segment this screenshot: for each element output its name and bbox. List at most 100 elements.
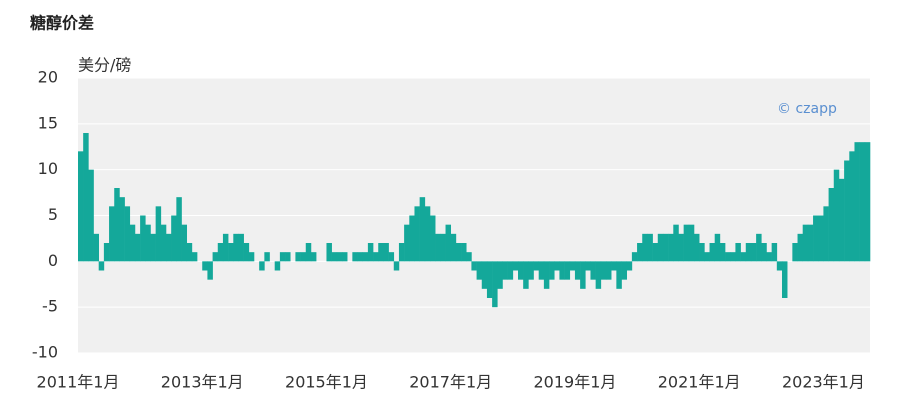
bar xyxy=(688,224,695,262)
bar xyxy=(202,261,208,271)
bar xyxy=(362,252,369,262)
bar xyxy=(844,160,850,262)
x-tick-label: 2021年1月 xyxy=(658,373,741,392)
bar xyxy=(678,233,684,262)
bar xyxy=(606,261,612,280)
bar xyxy=(352,252,358,262)
bar xyxy=(440,233,446,262)
x-tick-label: 2013年1月 xyxy=(161,373,244,392)
bar xyxy=(378,243,384,262)
bar xyxy=(502,261,508,280)
bar xyxy=(699,243,705,262)
bar xyxy=(518,261,524,280)
bar xyxy=(802,224,809,262)
bar xyxy=(725,252,731,262)
bar xyxy=(191,252,198,262)
bar xyxy=(119,197,125,262)
bar xyxy=(357,252,364,262)
bar xyxy=(466,252,472,262)
bar xyxy=(771,243,778,262)
bar xyxy=(445,224,452,262)
bar xyxy=(854,142,860,262)
bar xyxy=(404,224,410,262)
bar xyxy=(776,261,783,271)
bar xyxy=(559,261,565,280)
bar xyxy=(709,243,716,262)
bar xyxy=(730,252,736,262)
bar xyxy=(424,206,431,262)
bar xyxy=(435,233,441,262)
bar xyxy=(461,243,467,262)
bar xyxy=(652,243,659,262)
bar xyxy=(160,224,167,262)
bar xyxy=(807,224,814,262)
bar xyxy=(838,178,845,262)
bar xyxy=(833,169,840,262)
bar xyxy=(761,243,767,262)
bar xyxy=(279,252,286,262)
bar xyxy=(497,261,503,289)
bar xyxy=(145,224,151,262)
bar xyxy=(455,243,462,262)
bar xyxy=(222,233,229,262)
y-tick-label: 5 xyxy=(48,205,58,224)
x-tick-label: 2017年1月 xyxy=(409,373,492,392)
bar xyxy=(673,224,679,262)
bar xyxy=(813,215,819,262)
bar xyxy=(512,261,519,271)
bar xyxy=(295,252,301,262)
bar xyxy=(207,261,213,280)
bar xyxy=(124,206,131,262)
bar xyxy=(647,233,653,262)
bar xyxy=(88,169,94,262)
bar xyxy=(373,252,379,262)
y-tick-label: 20 xyxy=(38,68,58,87)
bar xyxy=(274,261,281,271)
bar xyxy=(595,261,602,289)
bar xyxy=(212,252,219,262)
bar xyxy=(585,261,591,271)
bar xyxy=(300,252,307,262)
bar xyxy=(574,261,581,280)
bar xyxy=(750,243,757,262)
chart-title: 糖醇价差 xyxy=(30,14,94,33)
bar xyxy=(823,206,829,262)
bar xyxy=(569,261,576,271)
bar xyxy=(621,261,628,280)
bar xyxy=(129,224,136,262)
bar xyxy=(864,142,871,262)
bar xyxy=(305,243,312,262)
bar xyxy=(217,243,224,262)
bar xyxy=(756,233,762,262)
bar xyxy=(549,261,555,280)
bar xyxy=(642,233,648,262)
bar xyxy=(450,233,457,262)
bar xyxy=(694,233,700,262)
bar xyxy=(600,261,607,280)
bar xyxy=(140,215,146,262)
bar xyxy=(409,215,415,262)
bar xyxy=(797,233,804,262)
bar xyxy=(166,233,172,262)
bar xyxy=(626,261,633,271)
bar xyxy=(637,243,643,262)
bar xyxy=(735,243,741,262)
bar xyxy=(792,243,798,262)
y-tick-label: 15 xyxy=(38,113,58,132)
bar xyxy=(238,233,244,262)
y-axis-label: 美分/磅 xyxy=(78,56,131,75)
x-tick-label: 2015年1月 xyxy=(285,373,368,392)
y-tick-label: 10 xyxy=(38,159,58,178)
bar xyxy=(481,261,488,289)
y-tick-label: -10 xyxy=(32,343,58,362)
x-tick-label: 2011年1月 xyxy=(37,373,120,392)
bar xyxy=(564,261,571,280)
watermark: © czapp xyxy=(777,101,837,117)
bar xyxy=(336,252,343,262)
bar xyxy=(264,252,270,262)
bar xyxy=(248,252,255,262)
bar xyxy=(538,261,545,280)
bar xyxy=(134,233,141,262)
bar xyxy=(176,197,182,262)
